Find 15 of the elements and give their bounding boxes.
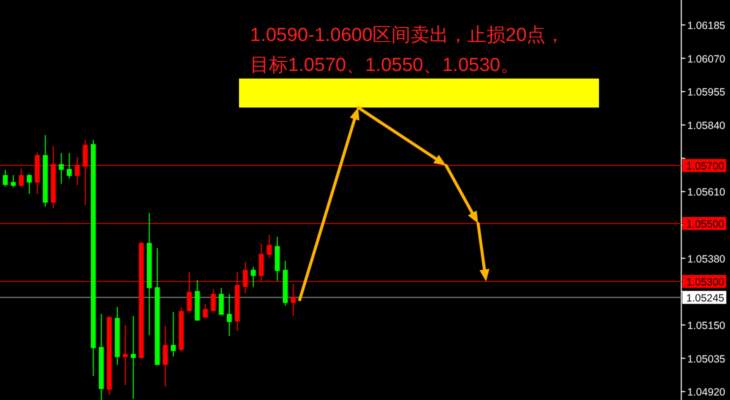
- y-tick-label: 1.05840: [687, 120, 726, 132]
- ref-line-label: 1.05300: [686, 276, 724, 288]
- y-tick-label: 1.05150: [687, 320, 726, 332]
- y-tick-label: 1.06185: [687, 20, 726, 32]
- y-tick-label: 1.05380: [687, 253, 726, 266]
- ref-line-label: 1.05700: [686, 160, 724, 173]
- ref-line-label: 1.05500: [686, 218, 724, 230]
- ref-line-label: 1.05245: [686, 292, 724, 304]
- y-tick-label: 1.05955: [687, 86, 726, 99]
- y-tick-label: 1.05610: [687, 186, 726, 199]
- y-tick-label: 1.06070: [687, 53, 726, 66]
- y-tick-label: 1.05035: [687, 353, 726, 366]
- annotation: 1.0590-1.0600区间卖出，止损20点，: [250, 25, 565, 46]
- annotation: 目标1.0570、1.0550、1.0530。: [250, 55, 520, 76]
- y-tick-label: 1.04920: [687, 386, 726, 399]
